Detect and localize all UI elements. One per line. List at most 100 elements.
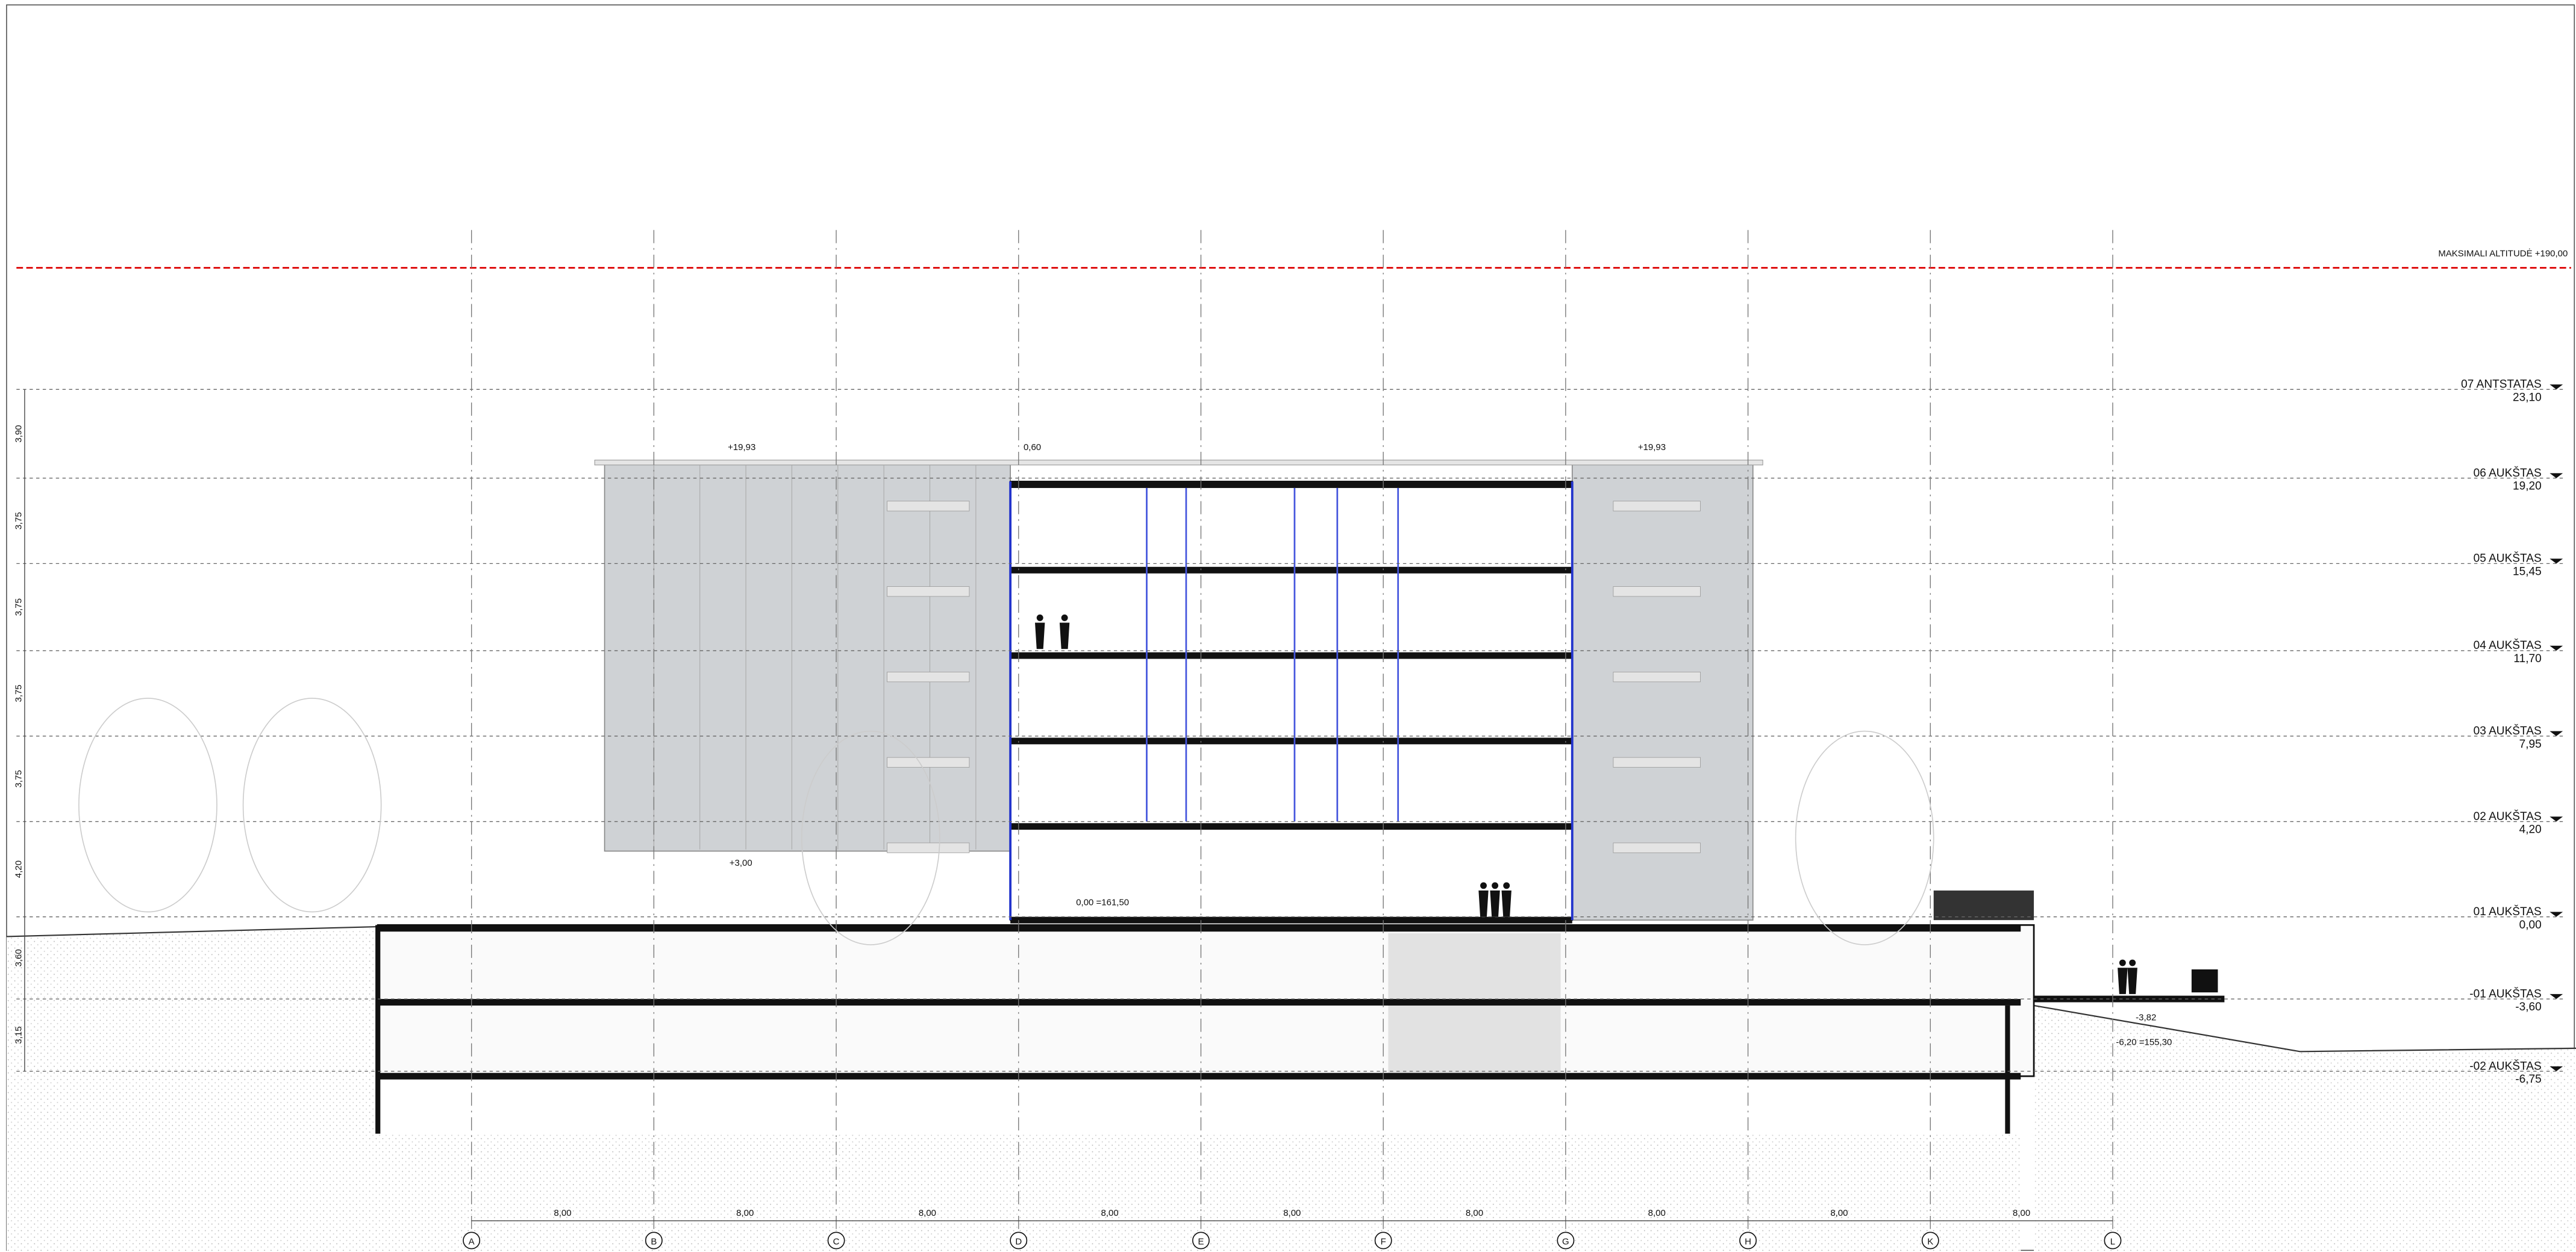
level-name: 02 AUKŠTAS xyxy=(2474,810,2542,823)
axis-bubble xyxy=(1557,1232,1575,1250)
axis-spacing: 8,00 xyxy=(2013,1208,2030,1218)
axis-spacing: 8,00 xyxy=(1466,1208,1483,1218)
axis-label: C xyxy=(833,1237,840,1247)
person xyxy=(1492,882,1499,889)
annotation: +3,00 xyxy=(730,858,752,868)
slab xyxy=(1010,823,1572,830)
window xyxy=(1613,842,1701,853)
axis-spacing: 8,00 xyxy=(1648,1208,1666,1218)
ground xyxy=(6,928,2576,1252)
axis-label: F xyxy=(1381,1237,1386,1247)
axis-bubble xyxy=(1192,1232,1210,1250)
person xyxy=(1059,622,1070,649)
axis-bubble xyxy=(1374,1232,1392,1250)
level-marker xyxy=(2549,912,2563,917)
annotation: -6,20 =155,30 xyxy=(2116,1037,2172,1047)
slab xyxy=(1010,737,1572,745)
window xyxy=(1613,757,1701,768)
ground-line xyxy=(6,925,378,937)
person xyxy=(1035,622,1045,649)
axis-bubble xyxy=(2104,1232,2122,1250)
level-height: 3,90 xyxy=(13,425,23,442)
axis-bubble xyxy=(827,1232,845,1250)
window xyxy=(887,842,970,853)
level-elevation: 19,20 xyxy=(2513,480,2542,493)
level-name: 04 AUKŠTAS xyxy=(2474,639,2542,652)
tree xyxy=(242,698,382,913)
person xyxy=(1503,882,1510,889)
level-marker xyxy=(2549,645,2563,651)
window xyxy=(887,757,970,768)
level-height: 3,60 xyxy=(13,949,23,966)
slab xyxy=(1010,916,1572,924)
slab xyxy=(378,999,2021,1006)
window xyxy=(1613,671,1701,683)
section-core xyxy=(1010,480,1573,921)
axis-spacing: 8,00 xyxy=(919,1208,936,1218)
level-elevation: -3,60 xyxy=(2515,1001,2542,1013)
axis-spacing: 8,00 xyxy=(736,1208,754,1218)
level-elevation: -6,75 xyxy=(2515,1073,2542,1086)
axis-label: G xyxy=(1562,1237,1569,1247)
window xyxy=(1613,501,1701,512)
max-altitude-label: MAKSIMALI ALTITUDĖ +190,00 xyxy=(2438,248,2568,258)
axis-spacing: 8,00 xyxy=(1283,1208,1301,1218)
axis-label: H xyxy=(1745,1237,1751,1247)
level-elevation: 4,20 xyxy=(2519,824,2542,836)
tree xyxy=(801,730,940,945)
level-name: 03 AUKŠTAS xyxy=(2474,724,2542,737)
axis-bubble xyxy=(1010,1232,1028,1250)
level-marker xyxy=(2549,1066,2563,1072)
person xyxy=(1501,890,1512,917)
person xyxy=(1036,614,1043,621)
level-height: 3,75 xyxy=(13,598,23,616)
window xyxy=(887,501,970,512)
axis-label: E xyxy=(1198,1237,1204,1247)
level-name: 05 AUKŠTAS xyxy=(2474,552,2542,565)
axis-spacing: 8,00 xyxy=(554,1208,571,1218)
tree xyxy=(1795,730,1934,945)
unit xyxy=(2191,969,2218,993)
level-marker xyxy=(2549,994,2563,1000)
person xyxy=(1480,882,1487,889)
axis-spacing: 8,00 xyxy=(1101,1208,1119,1218)
level-elevation: 7,95 xyxy=(2519,738,2542,751)
level-elevation: 23,10 xyxy=(2513,391,2542,404)
level-height: 4,20 xyxy=(13,860,23,878)
slab xyxy=(378,925,2021,932)
axis-spacing: 8,00 xyxy=(1830,1208,1848,1218)
level-elevation: 15,45 xyxy=(2513,565,2542,578)
level-height: 3,75 xyxy=(13,512,23,530)
facade-left xyxy=(604,463,1011,852)
axis-label: K xyxy=(1927,1237,1933,1247)
level-marker xyxy=(2549,384,2563,390)
axis-bubble xyxy=(1921,1232,1939,1250)
level-elevation: 0,00 xyxy=(2519,919,2542,931)
level-name: -01 AUKŠTAS xyxy=(2469,987,2541,1000)
axis-label: D xyxy=(1015,1237,1022,1247)
axis-label: L xyxy=(2110,1237,2115,1247)
annotation: 0,00 =161,50 xyxy=(1076,898,1129,908)
annotation: +19,93 xyxy=(1638,442,1666,452)
annotation: +19,93 xyxy=(728,442,755,452)
window xyxy=(887,671,970,683)
annotation: 0,60 xyxy=(1024,442,1041,452)
level-height: 3,15 xyxy=(13,1026,23,1044)
slab xyxy=(1010,566,1572,574)
axis-bubble xyxy=(463,1232,481,1250)
person xyxy=(2129,959,2136,966)
slab xyxy=(1010,652,1572,659)
annotation: -3,82 xyxy=(2136,1012,2156,1022)
window xyxy=(887,586,970,597)
level-marker xyxy=(2549,731,2563,736)
axis-bubble xyxy=(645,1232,663,1250)
level-name: 06 AUKŠTAS xyxy=(2474,466,2542,480)
tree xyxy=(78,698,217,913)
level-marker xyxy=(2549,816,2563,822)
level-height: 3,75 xyxy=(13,684,23,702)
level-height: 3,75 xyxy=(13,770,23,787)
level-name: -02 AUKŠTAS xyxy=(2469,1059,2541,1072)
ground-line xyxy=(2033,1004,2576,1053)
